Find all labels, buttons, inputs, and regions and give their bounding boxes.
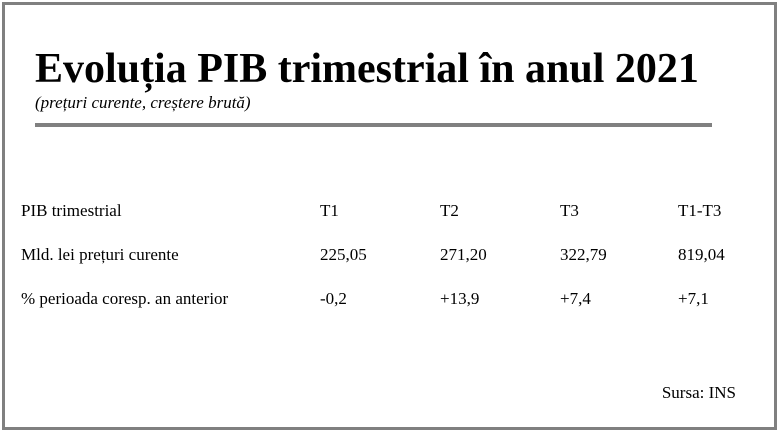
table-cell: -0,2 — [320, 289, 347, 308]
table-cell: % perioada coresp. an anterior — [21, 289, 229, 308]
table-cell: 819,04 — [678, 245, 725, 264]
divider — [35, 123, 712, 127]
table-cell: +13,9 — [440, 289, 480, 308]
subtitle: (prețuri curente, creștere brută) — [35, 93, 251, 112]
header-cell: PIB trimestrial — [21, 201, 122, 220]
table-cell: +7,1 — [678, 289, 709, 308]
table-cell: Mld. lei prețuri curente — [21, 245, 179, 264]
header-cell: T1 — [320, 201, 339, 220]
table-cell: 225,05 — [320, 245, 367, 264]
title: Evoluția PIB trimestrial în anul 2021 — [35, 46, 699, 92]
header-cell: T3 — [560, 201, 579, 220]
header-cell: T1-T3 — [678, 201, 722, 220]
header-cell: T2 — [440, 201, 459, 220]
source: Sursa: INS — [661, 383, 736, 402]
table-cell: +7,4 — [560, 289, 591, 308]
table-cell: 322,79 — [560, 245, 607, 264]
table-cell: 271,20 — [440, 245, 487, 264]
